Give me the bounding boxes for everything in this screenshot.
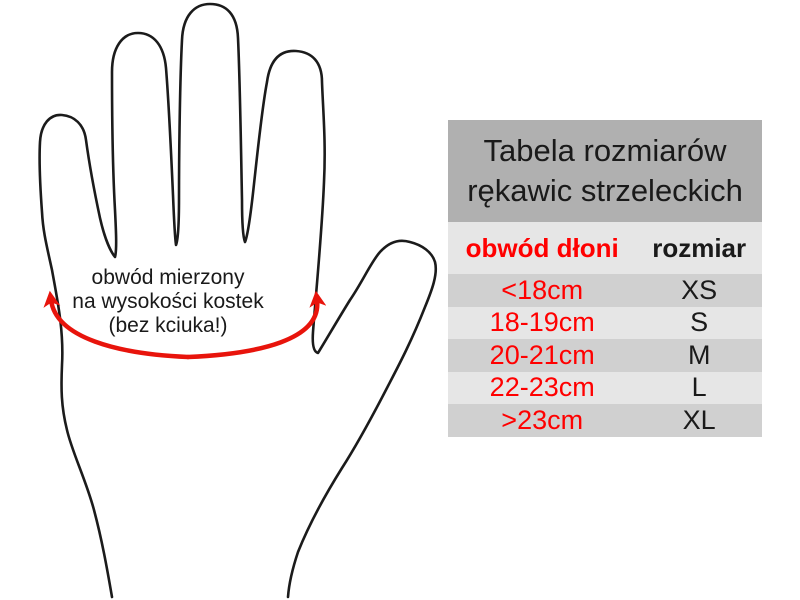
size-value: XL (682, 404, 716, 435)
measure-arrow-right (185, 290, 327, 360)
hand-outline (38, 2, 438, 599)
size-value: L (691, 372, 707, 403)
size-value: XS (681, 274, 718, 305)
table-row: 22-23cm L (448, 371, 762, 404)
size-value: S (690, 307, 709, 338)
size-table-title-line-1: Tabela rozmiarów (483, 133, 727, 168)
size-table-title: Tabela rozmiarów rękawic strzeleckich (448, 120, 762, 222)
table-row: >23cm XL (448, 404, 762, 437)
header-size: rozmiar (652, 232, 747, 263)
circumference-value: 20-21cm (489, 339, 595, 370)
size-table-header-row: obwód dłoni rozmiar (448, 222, 762, 274)
size-value: M (687, 339, 711, 370)
annotation-line-1: obwód mierzony (91, 266, 245, 289)
circumference-value: 22-23cm (489, 372, 595, 403)
measure-arrow-left (43, 290, 191, 360)
size-table: Tabela rozmiarów rękawic strzeleckich ob… (448, 120, 762, 437)
circumference-value: <18cm (501, 274, 584, 305)
table-row: 20-21cm M (448, 339, 762, 372)
annotation-line-3: (bez kciuka!) (108, 314, 228, 337)
table-row: <18cm XS (448, 274, 762, 307)
circumference-value: 18-19cm (489, 307, 595, 338)
annotation-line-2: na wysokości kostek (72, 290, 264, 313)
measurement-annotation: obwód mierzony na wysokości kostek (bez … (18, 266, 318, 338)
table-row: 18-19cm S (448, 306, 762, 339)
size-table-title-line-2: rękawic strzeleckich (467, 173, 743, 208)
header-circumference: obwód dłoni (465, 232, 619, 263)
circumference-value: >23cm (501, 404, 584, 435)
